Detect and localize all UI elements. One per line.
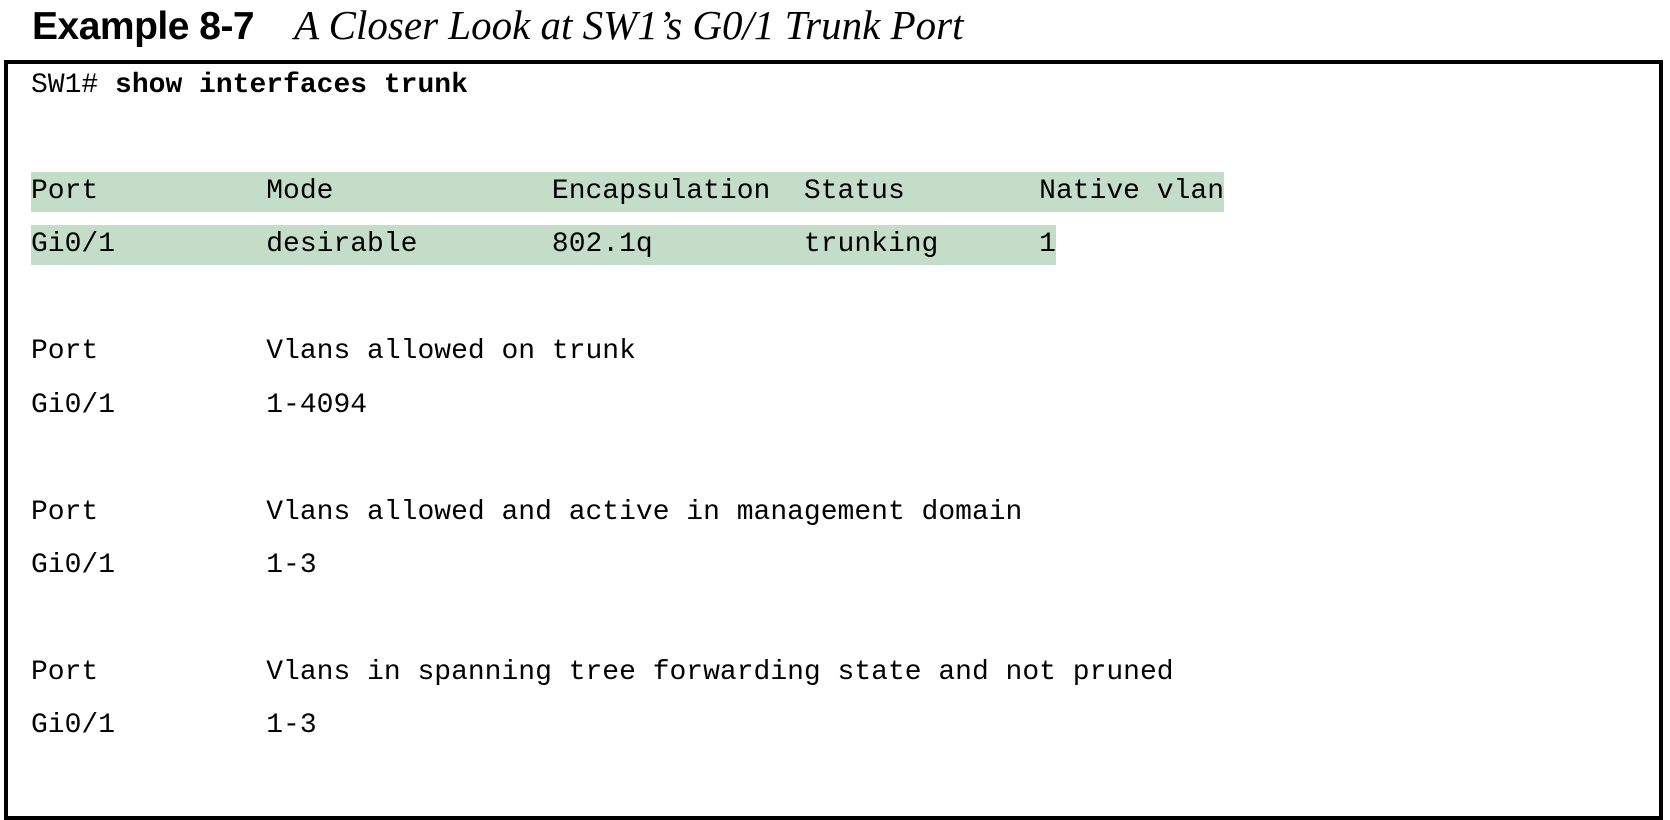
trunk-table-header: Port Mode Encapsulation Status Native vl…: [31, 172, 1224, 212]
example-title: A Closer Look at SW1’s G0/1 Trunk Port: [294, 2, 964, 48]
active-vlans-row: Gi0/1 1-3: [31, 550, 317, 581]
cli-prompt: SW1#: [31, 70, 99, 101]
allowed-vlans-header: Port Vlans allowed on trunk: [31, 336, 636, 367]
forwarding-vlans-row: Gi0/1 1-3: [31, 710, 317, 741]
example-heading: Example 8-7 A Closer Look at SW1’s G0/1 T…: [32, 0, 963, 50]
trunk-table-row: Gi0/1 desirable 802.1q trunking 1: [31, 225, 1056, 265]
active-vlans-header: Port Vlans allowed and active in managem…: [31, 497, 1023, 528]
cli-command: show interfaces trunk: [115, 70, 468, 101]
allowed-vlans-row: Gi0/1 1-4094: [31, 390, 368, 421]
command-line: SW1# show interfaces trunk: [31, 66, 468, 106]
example-label: Example 8-7: [32, 5, 255, 48]
forwarding-vlans-header: Port Vlans in spanning tree forwarding s…: [31, 657, 1174, 688]
